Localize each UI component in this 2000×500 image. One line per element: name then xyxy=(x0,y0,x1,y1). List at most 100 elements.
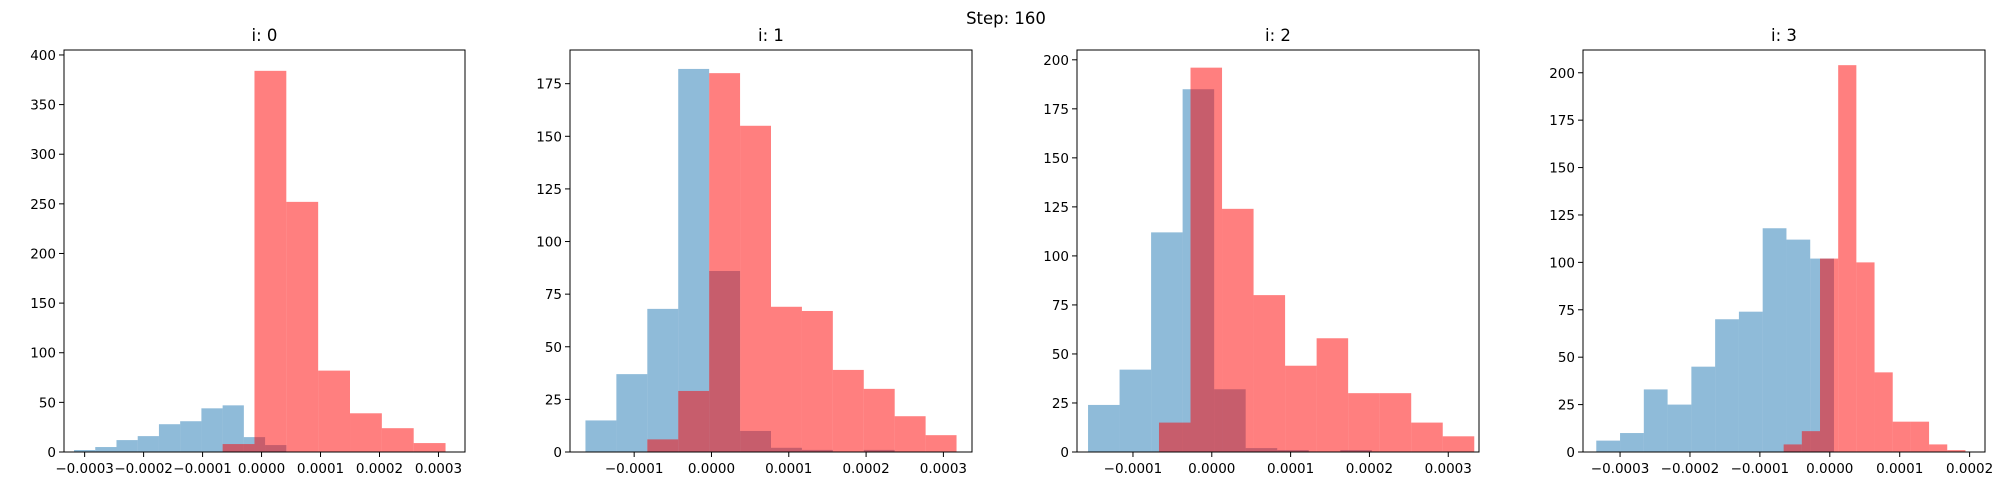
y-tick-label: 175 xyxy=(1549,113,1575,129)
y-tick-label: 150 xyxy=(536,129,562,145)
plot-frame xyxy=(1076,49,1480,453)
plot-frame xyxy=(569,49,973,453)
x-tick-label: 0.0003 xyxy=(920,461,967,477)
x-tick-label: −0.0001 xyxy=(173,461,232,477)
y-tick-label: 175 xyxy=(1043,102,1069,118)
histogram-bar xyxy=(647,308,679,452)
y-tick-label: 250 xyxy=(30,197,56,213)
x-tick-label: 0.0002 xyxy=(356,461,403,477)
histogram-bar xyxy=(1874,372,1893,452)
y-tick-label: 50 xyxy=(545,340,562,356)
histogram-bar xyxy=(350,413,382,452)
histogram-bar xyxy=(318,370,350,452)
x-tick-label: −0.0001 xyxy=(605,461,664,477)
histogram-bar xyxy=(1838,65,1857,453)
histogram-panel-0: −0.0003 −0.0002 −0.0001 0.0000 0.0001 0.0002 0… xyxy=(30,26,466,477)
histogram-bar xyxy=(74,450,96,452)
histogram-bar xyxy=(95,447,117,452)
histogram-bar xyxy=(1929,444,1948,452)
panel-title: i: 0 xyxy=(252,26,278,45)
y-tick-label: 100 xyxy=(30,346,56,362)
y-tick-label: 300 xyxy=(30,147,56,163)
y-tick-label: 200 xyxy=(30,246,56,262)
histogram-bar xyxy=(1667,404,1692,452)
histogram-bar xyxy=(1786,239,1811,452)
y-tick-label: 100 xyxy=(1549,255,1575,271)
x-tick-label: 0.0000 xyxy=(1806,461,1853,477)
histogram-bar xyxy=(413,443,446,452)
histogram-bar xyxy=(1762,228,1787,452)
histogram-bar xyxy=(1801,431,1821,452)
histogram-bar xyxy=(740,125,771,453)
y-tick-label: 25 xyxy=(545,392,562,408)
series-red xyxy=(1783,65,1966,453)
histogram-bar xyxy=(647,439,679,452)
y-tick-label: 100 xyxy=(1043,249,1069,265)
panel-title: i: 3 xyxy=(1771,26,1797,45)
y-tick-label: 200 xyxy=(1043,53,1069,69)
histogram-bar xyxy=(925,435,957,452)
y-tick-label: 75 xyxy=(1052,298,1069,314)
x-tick-label: 0.0003 xyxy=(1425,461,1472,477)
y-tick-label: 75 xyxy=(1558,303,1575,319)
histogram-bar xyxy=(1856,262,1875,452)
x-tick-label: 0.0002 xyxy=(1346,461,1393,477)
x-tick-label: 0.0001 xyxy=(765,461,812,477)
histogram-bar xyxy=(616,374,648,452)
panels: −0.0003 −0.0002 −0.0001 0.0000 0.0001 0.0002 0… xyxy=(30,26,1993,477)
histogram-bar xyxy=(1316,338,1349,452)
y-tick-label: 350 xyxy=(30,98,56,114)
x-tick-label: 0.0002 xyxy=(1946,461,1993,477)
y-tick-label: 0 xyxy=(553,445,562,461)
series-red xyxy=(222,70,446,452)
x-tick-label: 0.0000 xyxy=(688,461,735,477)
y-tick-label: 125 xyxy=(536,182,562,198)
y-tick-label: 0 xyxy=(1566,445,1575,461)
histogram-bar xyxy=(180,421,202,452)
histogram-bar xyxy=(863,388,895,452)
x-tick-label: −0.0003 xyxy=(1591,461,1650,477)
x-tick-label: 0.0001 xyxy=(297,461,344,477)
histogram-bar xyxy=(1442,436,1475,452)
y-tick-label: 50 xyxy=(1558,350,1575,366)
histogram-bar xyxy=(1222,208,1254,452)
y-tick-label: 25 xyxy=(1052,396,1069,412)
histogram-bar xyxy=(286,201,319,452)
histogram-bar xyxy=(222,444,255,452)
histogram-bar xyxy=(1738,311,1763,452)
histogram-bar xyxy=(832,369,864,452)
plot-frame xyxy=(63,49,466,453)
y-tick-label: 100 xyxy=(536,235,562,251)
histogram-bar xyxy=(222,405,244,452)
y-tick-label: 150 xyxy=(1043,151,1069,167)
y-tick-label: 125 xyxy=(1043,200,1069,216)
histogram-bar xyxy=(1820,258,1839,452)
histogram-bar xyxy=(894,416,926,452)
x-tick-label: 0.0002 xyxy=(842,461,889,477)
histogram-panel-2: −0.0001 0.0000 0.0001 0.0002 0.0003 0 25 50 75 10… xyxy=(1043,26,1480,477)
y-tick-label: 200 xyxy=(1549,66,1575,82)
histogram-bar xyxy=(1596,440,1621,452)
histogram-bar xyxy=(1348,393,1380,452)
y-tick-label: 75 xyxy=(545,287,562,303)
histogram-bar xyxy=(709,73,741,453)
series-red xyxy=(1158,67,1475,453)
y-tick-label: 150 xyxy=(1549,161,1575,177)
histogram-bar xyxy=(1411,422,1443,452)
y-tick-label: 175 xyxy=(536,77,562,93)
y-tick-label: 25 xyxy=(1558,398,1575,414)
histogram-bar xyxy=(678,390,710,452)
x-tick-label: 0.0003 xyxy=(415,461,462,477)
x-tick-label: 0.0000 xyxy=(1188,461,1235,477)
x-tick-label: 0.0001 xyxy=(1876,461,1923,477)
histogram-panel-1: −0.0001 0.0000 0.0001 0.0002 0.0003 0 25 50 75 10… xyxy=(536,26,973,477)
histogram-bar xyxy=(1119,369,1152,452)
x-tick-label: −0.0001 xyxy=(1104,461,1163,477)
y-tick-label: 50 xyxy=(39,395,56,411)
histogram-bar xyxy=(1643,389,1668,452)
histogram-bar xyxy=(1151,232,1183,452)
histogram-bar xyxy=(801,310,833,452)
histogram-bar xyxy=(254,70,287,452)
y-tick-label: 0 xyxy=(1060,445,1069,461)
